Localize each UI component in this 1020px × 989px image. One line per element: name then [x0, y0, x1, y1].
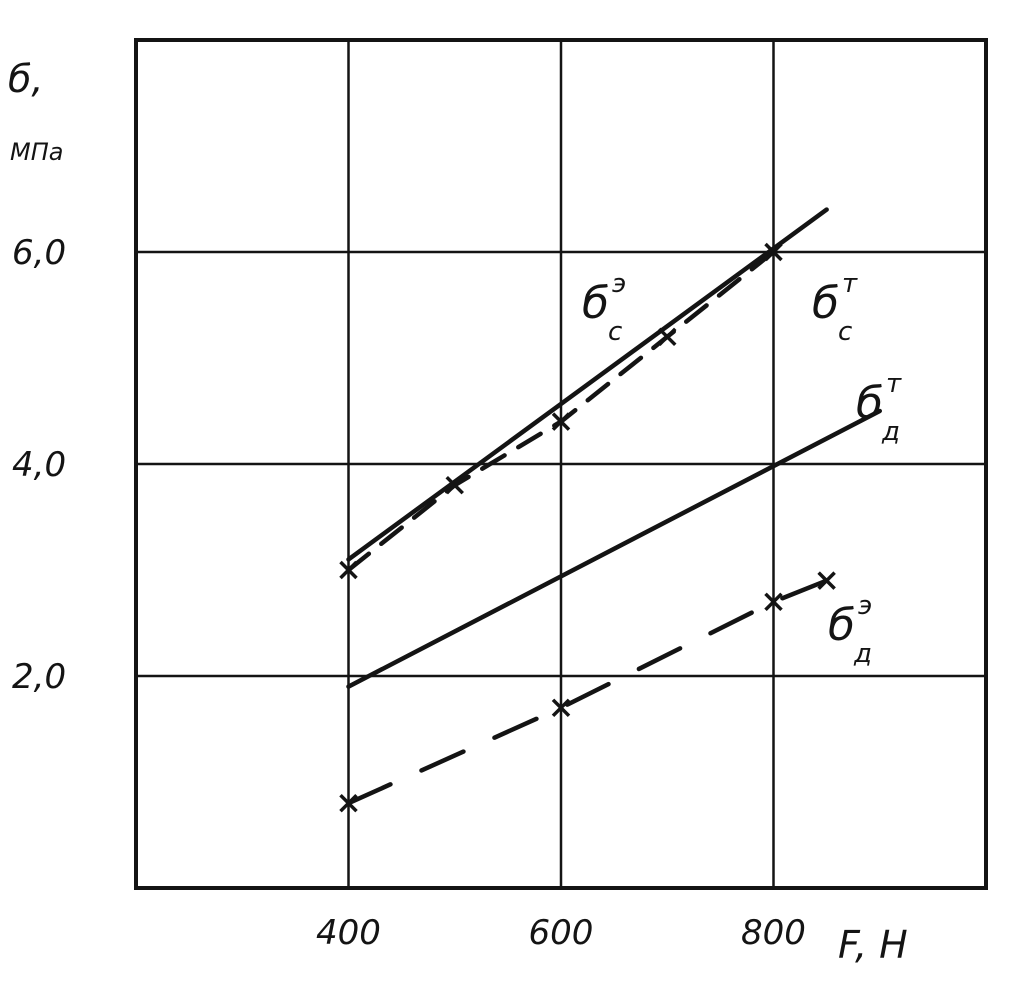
- series-0-point-2: [551, 412, 571, 431]
- series-2-superscript: т: [886, 369, 902, 399]
- y-tick-label-2: 6,0: [12, 233, 66, 273]
- series-1-superscript: т: [842, 269, 858, 299]
- series-3-label: б: [828, 600, 855, 651]
- series-1-label: б: [812, 278, 839, 329]
- series-0-superscript: э: [612, 269, 626, 299]
- x-tick-label-0: 400: [316, 913, 381, 953]
- series-2-label: б: [856, 378, 883, 429]
- y-tick-label-0: 2,0: [12, 657, 66, 697]
- series-3-subscript: д: [853, 639, 872, 669]
- x-tick-label-1: 600: [529, 913, 594, 953]
- series-3-point-3: [817, 571, 836, 590]
- series-line-3: [346, 578, 829, 806]
- series-3-superscript: э: [858, 591, 872, 621]
- series-3-point-0: [339, 793, 358, 813]
- x-tick-label-2: 800: [741, 913, 806, 953]
- series-layer: [339, 207, 882, 813]
- series-0-subscript: с: [608, 317, 622, 347]
- series-1-subscript: с: [838, 317, 852, 347]
- series-3-point-1: [551, 698, 571, 718]
- series-line-2: [346, 408, 882, 689]
- y-tick-label-1: 4,0: [12, 445, 66, 485]
- series-0-point-0: [339, 560, 358, 580]
- series-3-point-2: [764, 592, 783, 612]
- x-axis-title: F, Н: [838, 923, 908, 967]
- series-0-label: б: [582, 278, 609, 329]
- y-axis-unit: МПа: [10, 138, 63, 166]
- series-2-subscript: д: [881, 417, 900, 447]
- plot-frame: [134, 38, 988, 890]
- y-axis-title: б,: [8, 57, 44, 101]
- series-line-1: [346, 207, 829, 562]
